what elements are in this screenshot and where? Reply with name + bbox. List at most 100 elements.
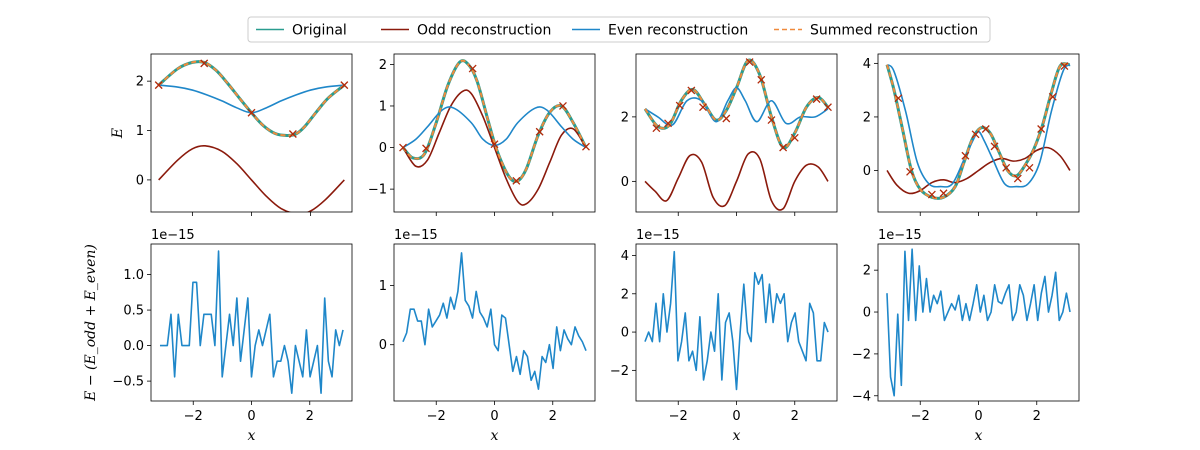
y-tick-label: 2 xyxy=(379,58,387,73)
odd-reconstruction-line xyxy=(886,146,1071,195)
y-tick-label: 0 xyxy=(621,175,629,190)
sample-marker-stroke xyxy=(154,81,163,90)
sample-marker xyxy=(422,144,431,153)
x-tick-label: 0 xyxy=(247,409,255,424)
x-axis-label: x xyxy=(248,428,256,444)
sample-marker-stroke xyxy=(582,142,590,151)
sample-marker xyxy=(468,64,477,73)
sample-marker xyxy=(981,125,990,133)
sample-marker-stroke xyxy=(512,176,521,185)
x-tick-label: 0 xyxy=(490,409,498,424)
x-axis-label: x xyxy=(733,428,741,444)
sample-marker xyxy=(1025,163,1034,172)
panel-lines xyxy=(402,252,587,390)
sample-marker-stroke xyxy=(699,103,707,112)
y-tick-label: −1 xyxy=(368,183,387,198)
sample-marker-stroke xyxy=(722,114,731,123)
panel-lines xyxy=(154,59,349,212)
sample-marker-stroke xyxy=(790,133,799,142)
top-panel-1: 0 1 2 E xyxy=(110,53,353,216)
sample-marker-stroke xyxy=(990,142,999,151)
offset-multiplier: 1e−15 xyxy=(636,228,680,243)
sample-marker-stroke xyxy=(1060,62,1069,71)
sample-marker xyxy=(812,95,821,104)
sample-marker-stroke xyxy=(200,59,209,68)
y-tick-label: 0.5 xyxy=(123,304,144,319)
y-tick-label: 0 xyxy=(136,173,144,188)
x-axis-label: x xyxy=(491,428,499,444)
original-line xyxy=(643,58,830,150)
sample-marker xyxy=(767,116,776,125)
y-tick-label: −0.5 xyxy=(112,375,144,390)
sample-marker xyxy=(664,119,673,128)
sample-marker xyxy=(512,176,521,185)
y-tick-label: 1 xyxy=(136,124,144,139)
x-tick-label: 0 xyxy=(974,409,982,424)
legend-label: Summed reconstruction xyxy=(810,23,978,39)
x-tick-label: 2 xyxy=(306,409,314,424)
original-line xyxy=(401,59,588,183)
sample-marker-stroke xyxy=(767,116,776,125)
summed-reconstruction-line xyxy=(402,59,587,183)
panel-lines xyxy=(399,59,590,206)
x-axis-label: x xyxy=(975,428,983,444)
legend-item: Odd reconstruction xyxy=(381,23,551,39)
panel-lines xyxy=(643,58,832,211)
x-tick-label: 2 xyxy=(549,409,557,424)
sample-marker-stroke xyxy=(535,127,544,136)
legend-item: Even reconstruction xyxy=(572,23,748,39)
sample-marker xyxy=(1048,92,1057,101)
sample-marker-stroke xyxy=(812,95,821,104)
bottom-panel-2: −2 0 2 0 1 1e−15 x xyxy=(379,228,596,444)
sample-marker xyxy=(939,189,948,198)
top-panel-4: 0 2 4 xyxy=(863,53,1080,216)
sample-marker xyxy=(399,143,407,152)
y-tick-label: 0 xyxy=(379,141,387,156)
top-panel-3: 02 xyxy=(621,53,838,216)
axes-frame xyxy=(877,53,1080,213)
sample-marker-stroke xyxy=(675,101,684,110)
bottom-panel-1: −2 0 2 −0.5 0.0 0.5 1.0 1e−15 x E − (E_odd + E_ev… xyxy=(83,228,353,444)
y-tick-label: −4 xyxy=(852,389,871,404)
sample-marker xyxy=(154,81,163,90)
legend: Original Odd reconstruction Even reconstru… xyxy=(247,16,991,43)
sample-marker xyxy=(652,124,661,133)
sample-marker-stroke xyxy=(745,58,754,67)
x-tick-label: −2 xyxy=(669,409,688,424)
odd-reconstruction-line xyxy=(158,144,345,212)
sample-marker-stroke xyxy=(981,125,990,133)
axes-frame xyxy=(393,53,596,213)
even-reconstruction-line xyxy=(158,84,345,114)
y-tick-label: 4 xyxy=(621,249,629,264)
sample-marker xyxy=(990,142,999,151)
sample-marker xyxy=(779,143,788,152)
sample-marker xyxy=(699,103,707,112)
panel-lines xyxy=(885,62,1071,200)
sample-marker-stroke xyxy=(399,143,407,152)
odd-reconstruction-line xyxy=(644,150,829,211)
sample-marker-stroke xyxy=(961,151,970,160)
x-tick-label: −2 xyxy=(911,409,930,424)
bottom-panel-4: −2 0 2 −4 −2 0 2 1e−15 x xyxy=(852,228,1080,444)
y-tick-label: 0 xyxy=(621,326,629,341)
odd-reconstruction-line xyxy=(402,89,587,206)
y-tick-label: 1 xyxy=(379,279,387,294)
y-tick-label: −2 xyxy=(610,364,629,379)
y-tick-label: 2 xyxy=(621,110,629,125)
sample-marker-stroke xyxy=(1013,174,1022,183)
sample-marker xyxy=(961,151,970,160)
sample-marker-stroke xyxy=(687,86,696,95)
offset-multiplier: 1e−15 xyxy=(878,228,922,243)
residual-line xyxy=(402,252,587,390)
sample-marker-stroke xyxy=(939,189,948,198)
sample-marker xyxy=(675,101,684,110)
panel-lines xyxy=(886,248,1071,397)
y-tick-label: 1 xyxy=(379,99,387,114)
sample-marker xyxy=(722,114,731,123)
axes-frame xyxy=(150,53,353,213)
legend-item: Original xyxy=(256,23,347,39)
sample-marker-stroke xyxy=(906,167,915,176)
legend-box xyxy=(247,16,991,43)
sample-marker xyxy=(1060,62,1069,71)
top-y-axis-label: E xyxy=(110,128,126,139)
